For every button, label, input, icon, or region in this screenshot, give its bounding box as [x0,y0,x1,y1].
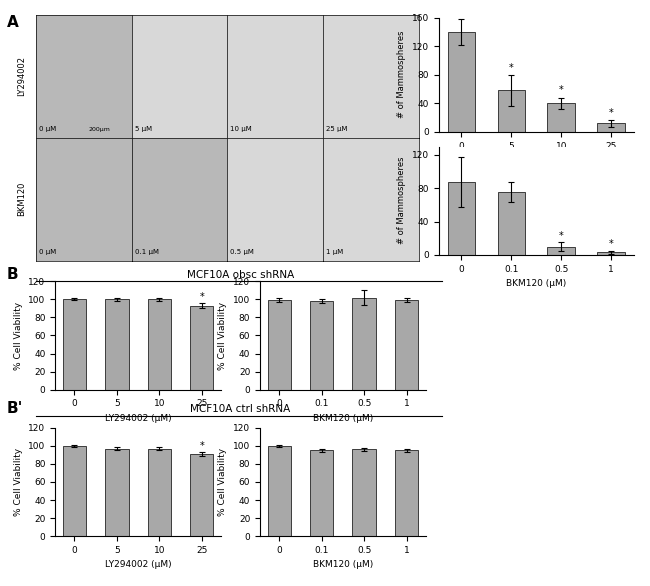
Text: 10 μM: 10 μM [230,125,252,131]
Text: B: B [6,267,18,282]
Y-axis label: # of Mammospheres: # of Mammospheres [397,157,406,244]
Text: *: * [509,63,514,73]
Bar [352,449,376,536]
Bar [395,300,418,390]
Bar [352,298,376,390]
Bar [310,301,333,390]
Bar [310,451,333,536]
Bar [148,448,171,536]
Bar [268,446,291,536]
Y-axis label: % Cell Viability: % Cell Viability [14,301,23,370]
Text: *: * [559,231,564,241]
Bar [547,247,575,255]
Bar [63,299,86,390]
Bar [547,103,575,132]
Bar [597,253,625,255]
Bar [448,32,475,132]
Y-axis label: % Cell Viability: % Cell Viability [14,448,23,516]
Bar [395,451,418,536]
Text: LY294002: LY294002 [17,56,26,96]
Y-axis label: # of Mammospheres: # of Mammospheres [397,31,406,118]
Text: *: * [200,441,204,451]
Text: 0.1 μM: 0.1 μM [135,248,159,254]
Text: *: * [559,86,564,96]
Text: *: * [609,239,614,249]
Bar [190,454,213,536]
Bar [497,90,525,132]
Y-axis label: % Cell Viability: % Cell Viability [218,301,227,370]
Text: 25 μM: 25 μM [326,125,348,131]
Text: MCF10A obsc shRNA: MCF10A obsc shRNA [187,270,294,280]
X-axis label: LY294002 (μM): LY294002 (μM) [503,156,569,165]
X-axis label: BKM120 (μM): BKM120 (μM) [506,279,566,288]
Text: 0 μM: 0 μM [38,248,56,254]
Bar [597,123,625,132]
X-axis label: BKM120 (μM): BKM120 (μM) [313,414,373,423]
Text: 0.5 μM: 0.5 μM [230,248,254,254]
Text: BKM120: BKM120 [17,182,26,216]
Text: 5 μM: 5 μM [135,125,151,131]
X-axis label: BKM120 (μM): BKM120 (μM) [313,560,373,570]
Text: *: * [200,292,204,302]
Bar [105,448,129,536]
Bar [448,182,475,255]
Text: B': B' [6,401,23,417]
Bar [190,306,213,390]
Bar [497,192,525,255]
Text: 200μm: 200μm [88,127,110,131]
Text: *: * [609,108,614,118]
Y-axis label: % Cell Viability: % Cell Viability [218,448,227,516]
X-axis label: LY294002 (μM): LY294002 (μM) [105,560,172,570]
Text: A: A [6,15,18,30]
Text: 0 μM: 0 μM [38,125,56,131]
X-axis label: LY294002 (μM): LY294002 (μM) [105,414,172,423]
Text: MCF10A ctrl shRNA: MCF10A ctrl shRNA [190,404,291,414]
Bar [63,446,86,536]
Text: 1 μM: 1 μM [326,248,343,254]
Bar [105,299,129,390]
Bar [148,299,171,390]
Bar [268,300,291,390]
